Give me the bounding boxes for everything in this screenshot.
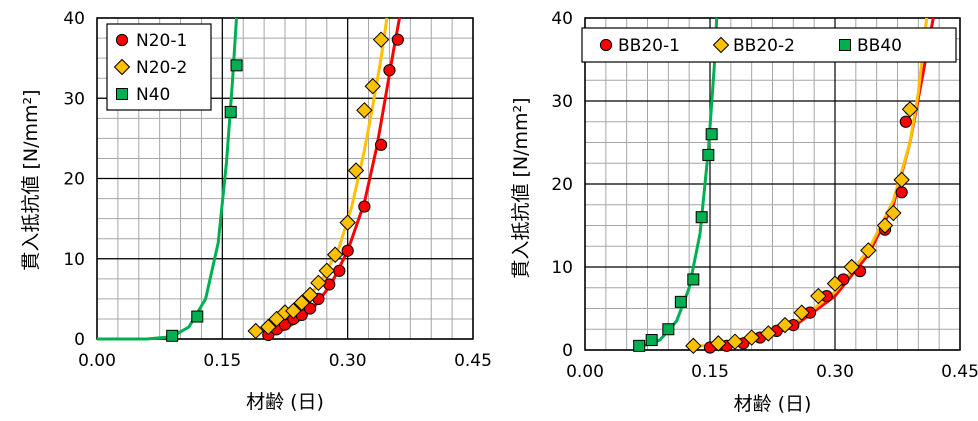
data-point-n20-2	[326, 246, 344, 263]
y-tick-label: 10	[551, 258, 573, 278]
data-point-n20-2	[301, 286, 319, 304]
data-point-bb20-2	[776, 316, 794, 334]
chart-panel-2: 0.00 0.15 0.30 0.45 0 10 20 30 40 材齢 (日) 貫入抵抗値 [N/…	[510, 9, 978, 415]
data-point-bb40	[687, 273, 700, 286]
data-point-bb40	[662, 323, 675, 336]
data-point-n20-2	[293, 294, 310, 312]
data-point-bb20-2	[885, 204, 902, 222]
data-point-bb20-2	[793, 304, 810, 321]
data-point-bb40	[674, 295, 687, 308]
fit-curve-bb40	[638, 17, 719, 349]
x-tick-label: 0.30	[816, 362, 854, 382]
data-point-bb40	[702, 148, 715, 161]
data-point-bb20-2	[901, 101, 919, 118]
x-axis-label: 材齢 (日)	[246, 391, 324, 413]
data-point-n40	[224, 105, 237, 118]
data-point-bb20-1	[895, 186, 908, 199]
data-point-n20-1	[374, 138, 388, 151]
chart-panel-1: 0.00 0.15 0.30 0.45 0 10 20 30 40 材齢 (日) 貫入抵抗値 [N/…	[20, 9, 492, 413]
legend-marker-bb20-1	[599, 38, 613, 52]
data-point-bb20-2	[710, 335, 727, 352]
legend-label-bb40: BB40	[857, 36, 902, 56]
data-point-n20-2	[364, 78, 381, 95]
data-point-bb20-2	[726, 333, 744, 350]
data-point-n20-1	[333, 264, 346, 277]
data-point-bb40	[645, 334, 658, 347]
data-point-bb20-2	[876, 217, 894, 234]
legend-box	[581, 27, 957, 63]
data-point-bb20-1	[899, 115, 912, 128]
data-point-n20-2	[310, 274, 327, 292]
plot-frame	[96, 17, 474, 340]
data-point-n20-1	[383, 64, 396, 77]
legend-label-bb20-2: BB20-2	[733, 36, 795, 56]
y-tick-label: 0	[562, 341, 573, 361]
data-point-n40	[191, 310, 204, 323]
legend-marker-bb40	[839, 39, 851, 51]
x-tick-label: 0.30	[329, 351, 367, 371]
data-point-bb20-2	[810, 287, 827, 305]
data-point-bb20-2	[760, 325, 777, 342]
data-point-n40	[230, 59, 243, 72]
legend-label-n20-1: N20-1	[136, 31, 187, 51]
legend-marker-n40	[116, 88, 128, 100]
data-point-n20-2	[356, 102, 373, 119]
x-tick-label: 0.45	[454, 351, 492, 371]
data-point-n20-2	[260, 318, 277, 336]
data-point-bb20-2	[843, 258, 860, 276]
data-point-n20-2	[318, 262, 335, 279]
x-tick-label: 0.00	[78, 351, 116, 371]
data-point-bb20-2	[743, 329, 760, 346]
data-point-bb20-2	[826, 275, 844, 292]
plot-frame	[584, 17, 961, 351]
x-tick-label: 0.15	[203, 351, 241, 371]
y-tick-label: 0	[74, 330, 85, 350]
x-tick-label: 0.15	[691, 362, 729, 382]
legend-marker-n20-1	[115, 33, 129, 47]
data-point-bb20-2	[893, 171, 910, 189]
data-point-bb20-2	[685, 337, 702, 355]
legend-label-n20-2: N20-2	[136, 58, 187, 78]
data-point-n20-2	[247, 322, 264, 340]
data-point-n20-2	[285, 302, 302, 320]
y-axis-label: 貫入抵抗値 [N/mm²]	[20, 89, 42, 270]
y-tick-label: 40	[551, 9, 573, 29]
data-point-n40	[166, 329, 179, 342]
legend: N20-1 N20-2 N40	[106, 23, 212, 111]
y-tick-label: 40	[63, 9, 85, 29]
legend-label-n40: N40	[136, 85, 170, 105]
x-tick-label: 0.00	[566, 362, 604, 382]
data-point-n20-1	[358, 200, 371, 213]
data-point-n20-1	[341, 244, 354, 257]
x-axis-label: 材齢 (日)	[734, 393, 812, 415]
data-point-n20-2	[339, 214, 356, 231]
data-point-n20-1	[391, 33, 404, 46]
y-tick-label: 20	[63, 170, 85, 190]
x-tick-label: 0.45	[941, 362, 978, 382]
data-point-n20-2	[372, 31, 390, 48]
legend-marker-n20-2	[113, 58, 131, 76]
data-point-bb40	[695, 211, 708, 224]
legend: BB20-1 BB20-2 BB40	[581, 27, 957, 63]
y-tick-label: 30	[63, 89, 85, 109]
y-axis-label: 貫入抵抗値 [N/mm²]	[510, 97, 532, 278]
legend-marker-bb20-2	[712, 36, 730, 54]
data-point-n20-1	[323, 278, 336, 291]
y-tick-label: 30	[551, 92, 573, 112]
legend-label-bb20-1: BB20-1	[618, 36, 680, 56]
y-tick-label: 10	[63, 250, 85, 270]
data-point-bb40	[633, 339, 646, 352]
data-point-n20-2	[347, 162, 365, 179]
y-tick-label: 20	[551, 175, 573, 195]
data-point-bb20-2	[860, 242, 877, 259]
data-point-bb40	[705, 128, 718, 141]
